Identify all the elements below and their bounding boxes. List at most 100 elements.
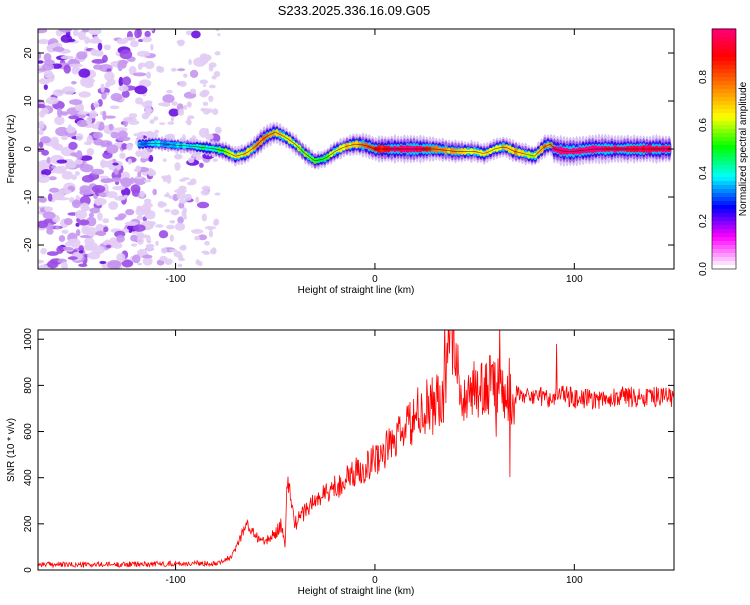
colorbar-swatch: [712, 248, 736, 253]
noise-blob: [49, 187, 60, 193]
colorbar-swatch: [712, 212, 736, 217]
noise-blob: [170, 67, 177, 72]
colorbar: 0.0 0.2 0.4 0.6 0.8 Normalized spectral ampli…: [698, 28, 749, 276]
noise-blob: [155, 240, 159, 246]
noise-blob: [106, 191, 118, 199]
colorbar-swatch: [712, 240, 736, 245]
noise-blob: [203, 83, 207, 88]
noise-blob: [129, 40, 139, 48]
noise-blob: [114, 127, 128, 132]
noise-blob: [138, 79, 152, 88]
noise-blob: [121, 187, 131, 197]
noise-blob: [87, 251, 101, 260]
noise-blob: [117, 213, 127, 219]
colorbar-swatch: [712, 192, 736, 197]
colorbar-swatch: [712, 80, 736, 85]
noise-blob: [136, 236, 144, 245]
bottom-xtick-label: 0: [372, 575, 378, 586]
noise-blob: [75, 222, 80, 227]
noise-blob: [78, 250, 84, 254]
noise-blob: [150, 29, 154, 32]
noise-blob: [102, 110, 107, 121]
noise-blob: [88, 212, 95, 218]
bottom-xlabel: Height of straight line (km): [298, 586, 415, 597]
noise-blob: [40, 107, 49, 115]
noise-blob: [178, 190, 186, 201]
noise-blob: [91, 58, 106, 64]
top-ytick-label: -20: [23, 237, 34, 252]
noise-blob: [109, 105, 120, 110]
noise-blob: [150, 43, 154, 51]
noise-blob: [213, 70, 221, 78]
noise-blob: [71, 174, 77, 181]
noise-blob: [122, 76, 132, 86]
colorbar-swatch: [712, 96, 736, 101]
noise-blob: [41, 149, 49, 156]
noise-blob: [54, 115, 65, 126]
noise-blob: [147, 169, 157, 177]
noise-blob: [86, 135, 93, 145]
colorbar-swatch: [712, 36, 736, 41]
noise-blob: [174, 162, 181, 171]
noise-blob: [80, 164, 94, 173]
noise-blob: [110, 131, 119, 139]
noise-blob: [130, 234, 139, 242]
noise-blob: [160, 247, 168, 254]
colorbar-frame: [711, 28, 737, 270]
colorbar-swatch: [712, 68, 736, 73]
noise-blob: [152, 188, 157, 196]
noise-blob: [148, 154, 154, 163]
noise-blob: [137, 249, 145, 253]
noise-blob: [93, 197, 107, 206]
colorbar-swatch: [712, 176, 736, 181]
colorbar-swatch: [712, 204, 736, 209]
noise-blob: [197, 234, 208, 241]
noise-blob: [108, 123, 114, 131]
noise-blob: [120, 177, 132, 188]
noise-blob: [164, 258, 173, 265]
noise-blob: [132, 72, 147, 77]
noise-blob: [80, 77, 88, 87]
noise-blob: [214, 51, 221, 56]
noise-blob: [198, 260, 203, 267]
noise-blob: [40, 247, 47, 255]
noise-blob: [188, 59, 192, 66]
noise-blob: [145, 243, 155, 249]
noise-blob: [135, 97, 144, 105]
colorbar-swatch: [712, 56, 736, 61]
noise-blob: [38, 174, 50, 184]
noise-blob: [78, 263, 88, 267]
noise-blob: [130, 184, 141, 194]
noise-blob: [144, 60, 155, 70]
noise-blob: [208, 230, 214, 238]
noise-blob: [130, 243, 138, 247]
colorbar-swatch: [712, 64, 736, 69]
noise-blob: [141, 112, 150, 120]
noise-blob: [217, 33, 221, 37]
noise-blob: [114, 195, 126, 201]
noise-blob: [81, 174, 95, 183]
noise-blob: [75, 150, 83, 161]
noise-blob: [107, 261, 120, 269]
bottom-ylabel: SNR (10 * v/v): [6, 418, 17, 482]
noise-blob: [137, 171, 142, 178]
noise-blob: [135, 175, 144, 180]
noise-blob: [135, 165, 142, 172]
noise-blob: [121, 90, 130, 98]
colorbar-tick-label: 0.2: [698, 214, 709, 228]
noise-blob: [80, 202, 89, 212]
noise-blob: [196, 201, 210, 209]
noise-blob: [110, 93, 123, 102]
noise-blob: [117, 61, 124, 72]
noise-blob: [101, 92, 107, 100]
noise-blob: [118, 130, 128, 139]
noise-blob: [74, 170, 80, 176]
noise-blob: [97, 212, 103, 221]
colorbar-swatch: [712, 84, 736, 89]
noise-blob: [178, 80, 187, 87]
noise-blob: [125, 208, 135, 216]
colorbar-swatch: [712, 128, 736, 133]
noise-blob: [59, 111, 69, 116]
